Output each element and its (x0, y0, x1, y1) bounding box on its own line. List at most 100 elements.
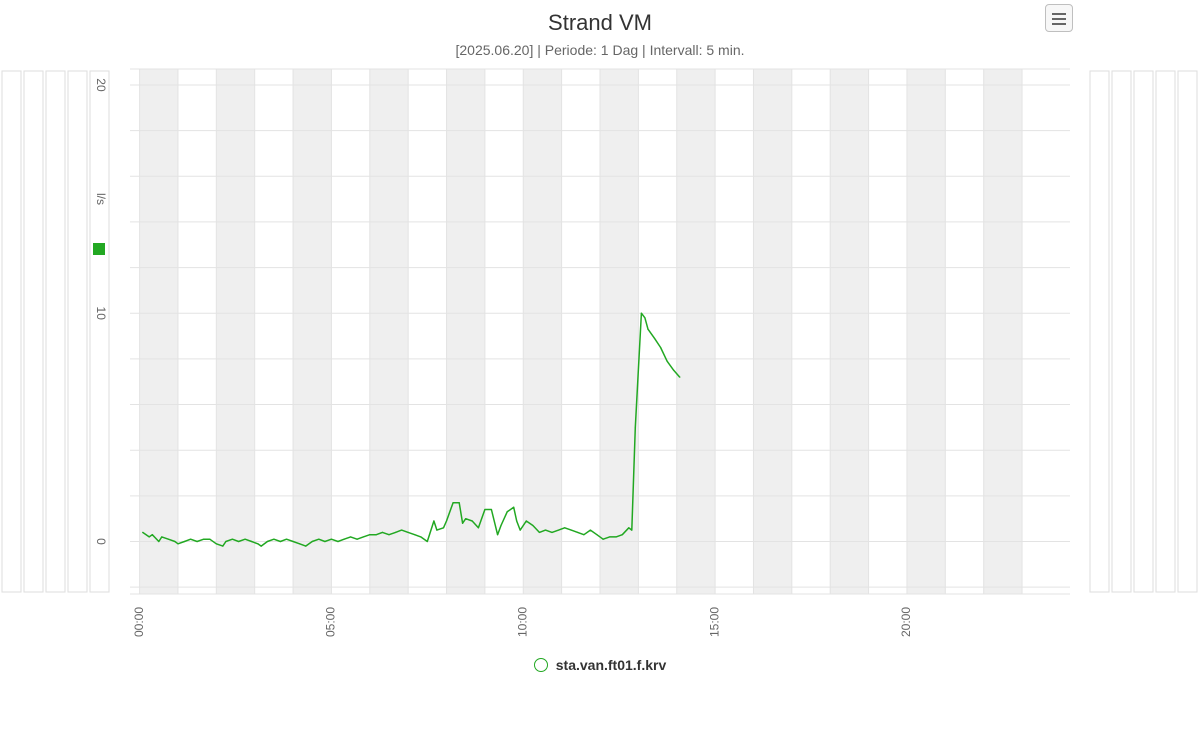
data-point (577, 531, 579, 533)
data-point (231, 538, 234, 540)
left-axis-panel (67, 70, 88, 593)
y-tick-label: 20 (94, 78, 108, 92)
data-point (458, 502, 460, 504)
data-point (251, 540, 253, 543)
data-point (538, 531, 540, 533)
data-point (496, 534, 499, 536)
x-band (293, 69, 332, 594)
legend-item[interactable]: sta.van.ft01.f.krv (533, 657, 667, 673)
data-point (433, 520, 435, 522)
data-point (215, 543, 217, 545)
data-point (653, 337, 656, 339)
data-point (394, 531, 397, 533)
y-tick-label: 10 (94, 307, 108, 321)
left-axis-panel (45, 70, 66, 593)
data-point (679, 376, 681, 378)
data-point (257, 543, 259, 545)
data-point (525, 520, 527, 522)
x-band (446, 69, 485, 594)
data-point (381, 531, 384, 533)
data-point (190, 538, 192, 540)
right-axis-panel (1133, 70, 1154, 593)
data-point (414, 534, 416, 536)
data-point (602, 538, 604, 540)
data-point (279, 540, 281, 543)
data-point (426, 540, 428, 543)
data-point (544, 529, 547, 531)
x-band (523, 69, 562, 594)
data-point (589, 529, 592, 531)
data-point (209, 538, 211, 540)
data-point (167, 538, 169, 540)
data-point (273, 538, 275, 540)
data-point (285, 538, 288, 540)
data-point (442, 527, 445, 529)
right-axis-panel (1155, 70, 1176, 593)
legend-label: sta.van.ft01.f.krv (555, 657, 667, 673)
data-point (318, 538, 320, 540)
data-point (465, 518, 467, 520)
data-point (532, 524, 534, 527)
data-point (151, 534, 153, 536)
data-point (401, 529, 403, 531)
data-point (375, 534, 377, 536)
data-point (305, 545, 307, 547)
right-axis-panel (1177, 70, 1198, 593)
data-point (350, 536, 352, 538)
data-point (647, 328, 649, 330)
x-band (906, 69, 946, 594)
right-axis-panel (1089, 70, 1110, 593)
data-point (484, 508, 486, 511)
data-point (298, 543, 301, 545)
x-tick-label: 00:00 (132, 607, 146, 637)
data-point (631, 529, 633, 531)
data-point (237, 540, 240, 543)
data-point (260, 545, 262, 547)
left-axis-panel (1, 70, 22, 593)
data-point (621, 534, 623, 536)
x-band (369, 69, 409, 594)
data-point (407, 531, 409, 533)
data-point (490, 508, 493, 511)
x-tick-label: 15:00 (707, 607, 721, 637)
data-point (266, 540, 268, 543)
data-point (634, 426, 636, 428)
data-point (225, 540, 227, 543)
data-point (148, 536, 150, 538)
data-point (142, 531, 144, 533)
x-band (753, 69, 792, 594)
data-point (158, 540, 160, 543)
y-tick-label: 0 (94, 538, 108, 545)
legend-symbol-icon (533, 658, 548, 672)
x-band (216, 69, 255, 594)
data-point (608, 536, 611, 538)
data-point (506, 511, 508, 513)
x-tick-label: 05:00 (324, 607, 338, 637)
hamburger-icon[interactable] (1045, 4, 1073, 32)
data-point (330, 538, 333, 540)
x-band (983, 69, 1023, 594)
data-point (644, 317, 646, 319)
data-point (337, 540, 339, 543)
data-point (462, 522, 464, 524)
data-point (513, 506, 515, 508)
data-point (477, 527, 479, 529)
data-point (551, 531, 553, 533)
data-point (356, 538, 358, 540)
data-point (420, 536, 422, 538)
data-point (570, 529, 572, 531)
data-point (640, 312, 643, 314)
y-axis-series-marker (93, 243, 105, 255)
data-point (203, 538, 205, 540)
data-point (436, 529, 438, 531)
data-point (292, 540, 294, 543)
data-point (183, 540, 186, 543)
data-point (161, 536, 163, 538)
data-point (471, 520, 473, 522)
right-axis-panel (1111, 70, 1132, 593)
data-point (666, 360, 668, 362)
data-point (388, 534, 390, 536)
data-point (177, 543, 179, 545)
data-point (324, 540, 326, 543)
data-point (222, 545, 224, 547)
